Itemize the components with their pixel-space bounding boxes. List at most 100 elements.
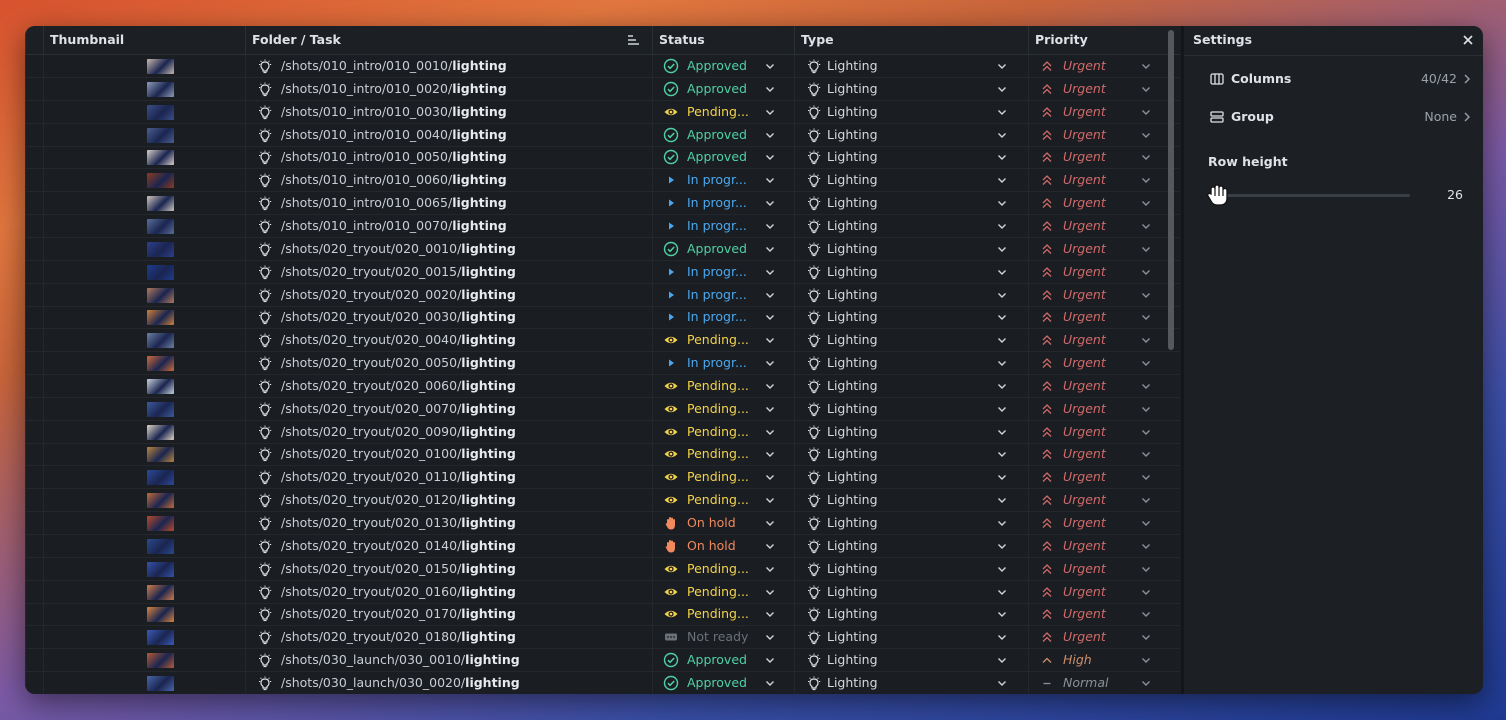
status-dropdown[interactable]: Approved [652,649,794,672]
type-dropdown[interactable]: Lighting [794,443,1028,466]
priority-dropdown[interactable]: Urgent [1028,512,1168,534]
priority-dropdown[interactable]: High [1028,649,1168,672]
folder-task-cell[interactable]: /shots/010_intro/010_0010/lighting [245,55,652,77]
row-height-slider[interactable] [1210,194,1410,197]
type-dropdown[interactable]: Lighting [794,169,1028,192]
folder-task-cell[interactable]: /shots/020_tryout/020_0020/lighting [245,283,652,306]
header-type[interactable]: Type [794,26,1028,54]
priority-dropdown[interactable]: Urgent [1028,329,1168,352]
header-folder-task[interactable]: Folder / Task [245,26,652,54]
table-row[interactable]: /shots/010_intro/010_0040/lighting Approv… [25,123,1180,147]
type-dropdown[interactable]: Lighting [794,306,1028,329]
folder-task-cell[interactable]: /shots/020_tryout/020_0150/lighting [245,557,652,580]
priority-dropdown[interactable]: Urgent [1028,146,1168,169]
panel-divider[interactable] [1181,26,1184,694]
folder-task-cell[interactable]: /shots/020_tryout/020_0070/lighting [245,397,652,420]
type-dropdown[interactable]: Lighting [794,374,1028,397]
type-dropdown[interactable]: Lighting [794,626,1028,649]
row-gutter[interactable] [25,237,43,260]
table-row[interactable]: /shots/020_tryout/020_0010/lighting Appro… [25,237,1180,261]
type-dropdown[interactable]: Lighting [794,420,1028,443]
folder-task-cell[interactable]: /shots/020_tryout/020_0100/lighting [245,443,652,466]
table-row[interactable]: /shots/010_intro/010_0065/lighting In pro… [25,192,1180,216]
folder-task-cell[interactable]: /shots/020_tryout/020_0015/lighting [245,260,652,283]
type-dropdown[interactable]: Lighting [794,100,1028,123]
status-dropdown[interactable]: Approved [652,77,794,100]
status-dropdown[interactable]: Pending... [652,329,794,352]
status-dropdown[interactable]: Approved [652,671,794,694]
folder-task-cell[interactable]: /shots/030_launch/030_0010/lighting [245,649,652,672]
row-gutter[interactable] [25,443,43,466]
status-dropdown[interactable]: Pending... [652,420,794,443]
priority-dropdown[interactable]: Normal [1028,671,1168,694]
folder-task-cell[interactable]: /shots/020_tryout/020_0010/lighting [245,237,652,260]
row-gutter[interactable] [25,671,43,694]
row-gutter[interactable] [25,649,43,672]
columns-setting[interactable]: Columns 40/42 [1184,61,1483,97]
priority-dropdown[interactable]: Urgent [1028,489,1168,512]
priority-dropdown[interactable]: Urgent [1028,283,1168,306]
type-dropdown[interactable]: Lighting [794,512,1028,534]
table-row[interactable]: /shots/020_tryout/020_0140/lighting On ho… [25,534,1180,558]
status-dropdown[interactable]: Pending... [652,374,794,397]
table-row[interactable]: /shots/020_tryout/020_0070/lighting Pendi… [25,397,1180,421]
priority-dropdown[interactable]: Urgent [1028,580,1168,603]
row-gutter[interactable] [25,260,43,283]
close-icon[interactable] [1461,33,1475,47]
table-row[interactable]: /shots/020_tryout/020_0050/lighting In pr… [25,352,1180,376]
table-row[interactable]: /shots/020_tryout/020_0120/lighting Pendi… [25,489,1180,513]
folder-task-cell[interactable]: /shots/020_tryout/020_0180/lighting [245,626,652,649]
table-row[interactable]: /shots/020_tryout/020_0170/lighting Pendi… [25,603,1180,627]
row-gutter[interactable] [25,534,43,557]
status-dropdown[interactable]: In progr... [652,192,794,215]
type-dropdown[interactable]: Lighting [794,580,1028,603]
table-row[interactable]: /shots/030_launch/030_0010/lighting Appro… [25,649,1180,673]
type-dropdown[interactable]: Lighting [794,534,1028,557]
row-gutter[interactable] [25,603,43,626]
type-dropdown[interactable]: Lighting [794,352,1028,375]
row-gutter[interactable] [25,306,43,329]
status-dropdown[interactable]: On hold [652,534,794,557]
priority-dropdown[interactable]: Urgent [1028,420,1168,443]
priority-dropdown[interactable]: Urgent [1028,352,1168,375]
table-row[interactable]: /shots/020_tryout/020_0060/lighting Pendi… [25,374,1180,398]
status-dropdown[interactable]: In progr... [652,260,794,283]
row-gutter[interactable] [25,557,43,580]
table-row[interactable]: /shots/020_tryout/020_0180/lighting Not r… [25,626,1180,650]
table-row[interactable]: /shots/020_tryout/020_0030/lighting In pr… [25,306,1180,330]
type-dropdown[interactable]: Lighting [794,192,1028,215]
priority-dropdown[interactable]: Urgent [1028,123,1168,146]
row-gutter[interactable] [25,77,43,100]
priority-dropdown[interactable]: Urgent [1028,397,1168,420]
priority-dropdown[interactable]: Urgent [1028,374,1168,397]
row-gutter[interactable] [25,397,43,420]
table-scrollbar[interactable] [1168,30,1174,350]
row-gutter[interactable] [25,329,43,352]
table-row[interactable]: /shots/010_intro/010_0070/lighting In pro… [25,214,1180,238]
type-dropdown[interactable]: Lighting [794,649,1028,672]
row-gutter[interactable] [25,420,43,443]
type-dropdown[interactable]: Lighting [794,466,1028,489]
status-dropdown[interactable]: On hold [652,512,794,534]
priority-dropdown[interactable]: Urgent [1028,603,1168,626]
folder-task-cell[interactable]: /shots/020_tryout/020_0140/lighting [245,534,652,557]
priority-dropdown[interactable]: Urgent [1028,534,1168,557]
type-dropdown[interactable]: Lighting [794,329,1028,352]
status-dropdown[interactable]: Pending... [652,603,794,626]
status-dropdown[interactable]: Pending... [652,466,794,489]
type-dropdown[interactable]: Lighting [794,214,1028,237]
folder-task-cell[interactable]: /shots/020_tryout/020_0060/lighting [245,374,652,397]
status-dropdown[interactable]: Pending... [652,397,794,420]
folder-task-cell[interactable]: /shots/020_tryout/020_0110/lighting [245,466,652,489]
header-priority[interactable]: Priority [1028,26,1168,54]
table-row[interactable]: /shots/010_intro/010_0020/lighting Approv… [25,77,1180,101]
row-gutter[interactable] [25,100,43,123]
type-dropdown[interactable]: Lighting [794,237,1028,260]
row-gutter[interactable] [25,146,43,169]
table-row[interactable]: /shots/020_tryout/020_0150/lighting Pendi… [25,557,1180,581]
status-dropdown[interactable]: Pending... [652,443,794,466]
type-dropdown[interactable]: Lighting [794,55,1028,77]
header-thumbnail[interactable]: Thumbnail [43,26,245,54]
priority-dropdown[interactable]: Urgent [1028,237,1168,260]
row-gutter[interactable] [25,192,43,215]
